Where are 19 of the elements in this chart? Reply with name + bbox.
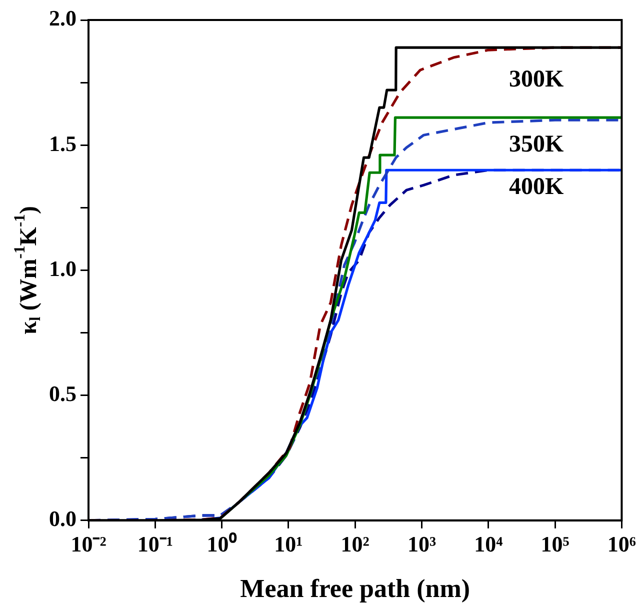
annotation: 300K	[509, 66, 564, 92]
y-tick-label: 1.0	[49, 256, 76, 281]
y-tick-label: 0.0	[49, 506, 76, 532]
x-tick-label: 10¹	[274, 531, 303, 556]
y-tick-label: 0.5	[49, 380, 76, 406]
x-tick-label: 10²	[340, 531, 370, 556]
x-tick-label: 10⁵	[540, 531, 570, 556]
x-tick-label: 10⁶	[607, 531, 636, 556]
x-tick-label: 10³	[407, 531, 436, 556]
annotation: 400K	[509, 174, 564, 200]
y-tick-label: 1.5	[49, 130, 76, 156]
x-tick-label: 10⁻¹	[137, 531, 173, 556]
y-tick-label: 2.0	[49, 6, 76, 31]
x-tick-label: 10⁰	[206, 531, 237, 556]
y-axis-title: κl (Wm-1K-1)	[11, 206, 44, 334]
x-tick-label: 10⁴	[474, 531, 504, 556]
annotation: 350K	[509, 131, 564, 158]
x-axis-title: Mean free path (nm)	[240, 574, 470, 604]
x-tick-label: 10⁻²	[70, 531, 107, 556]
